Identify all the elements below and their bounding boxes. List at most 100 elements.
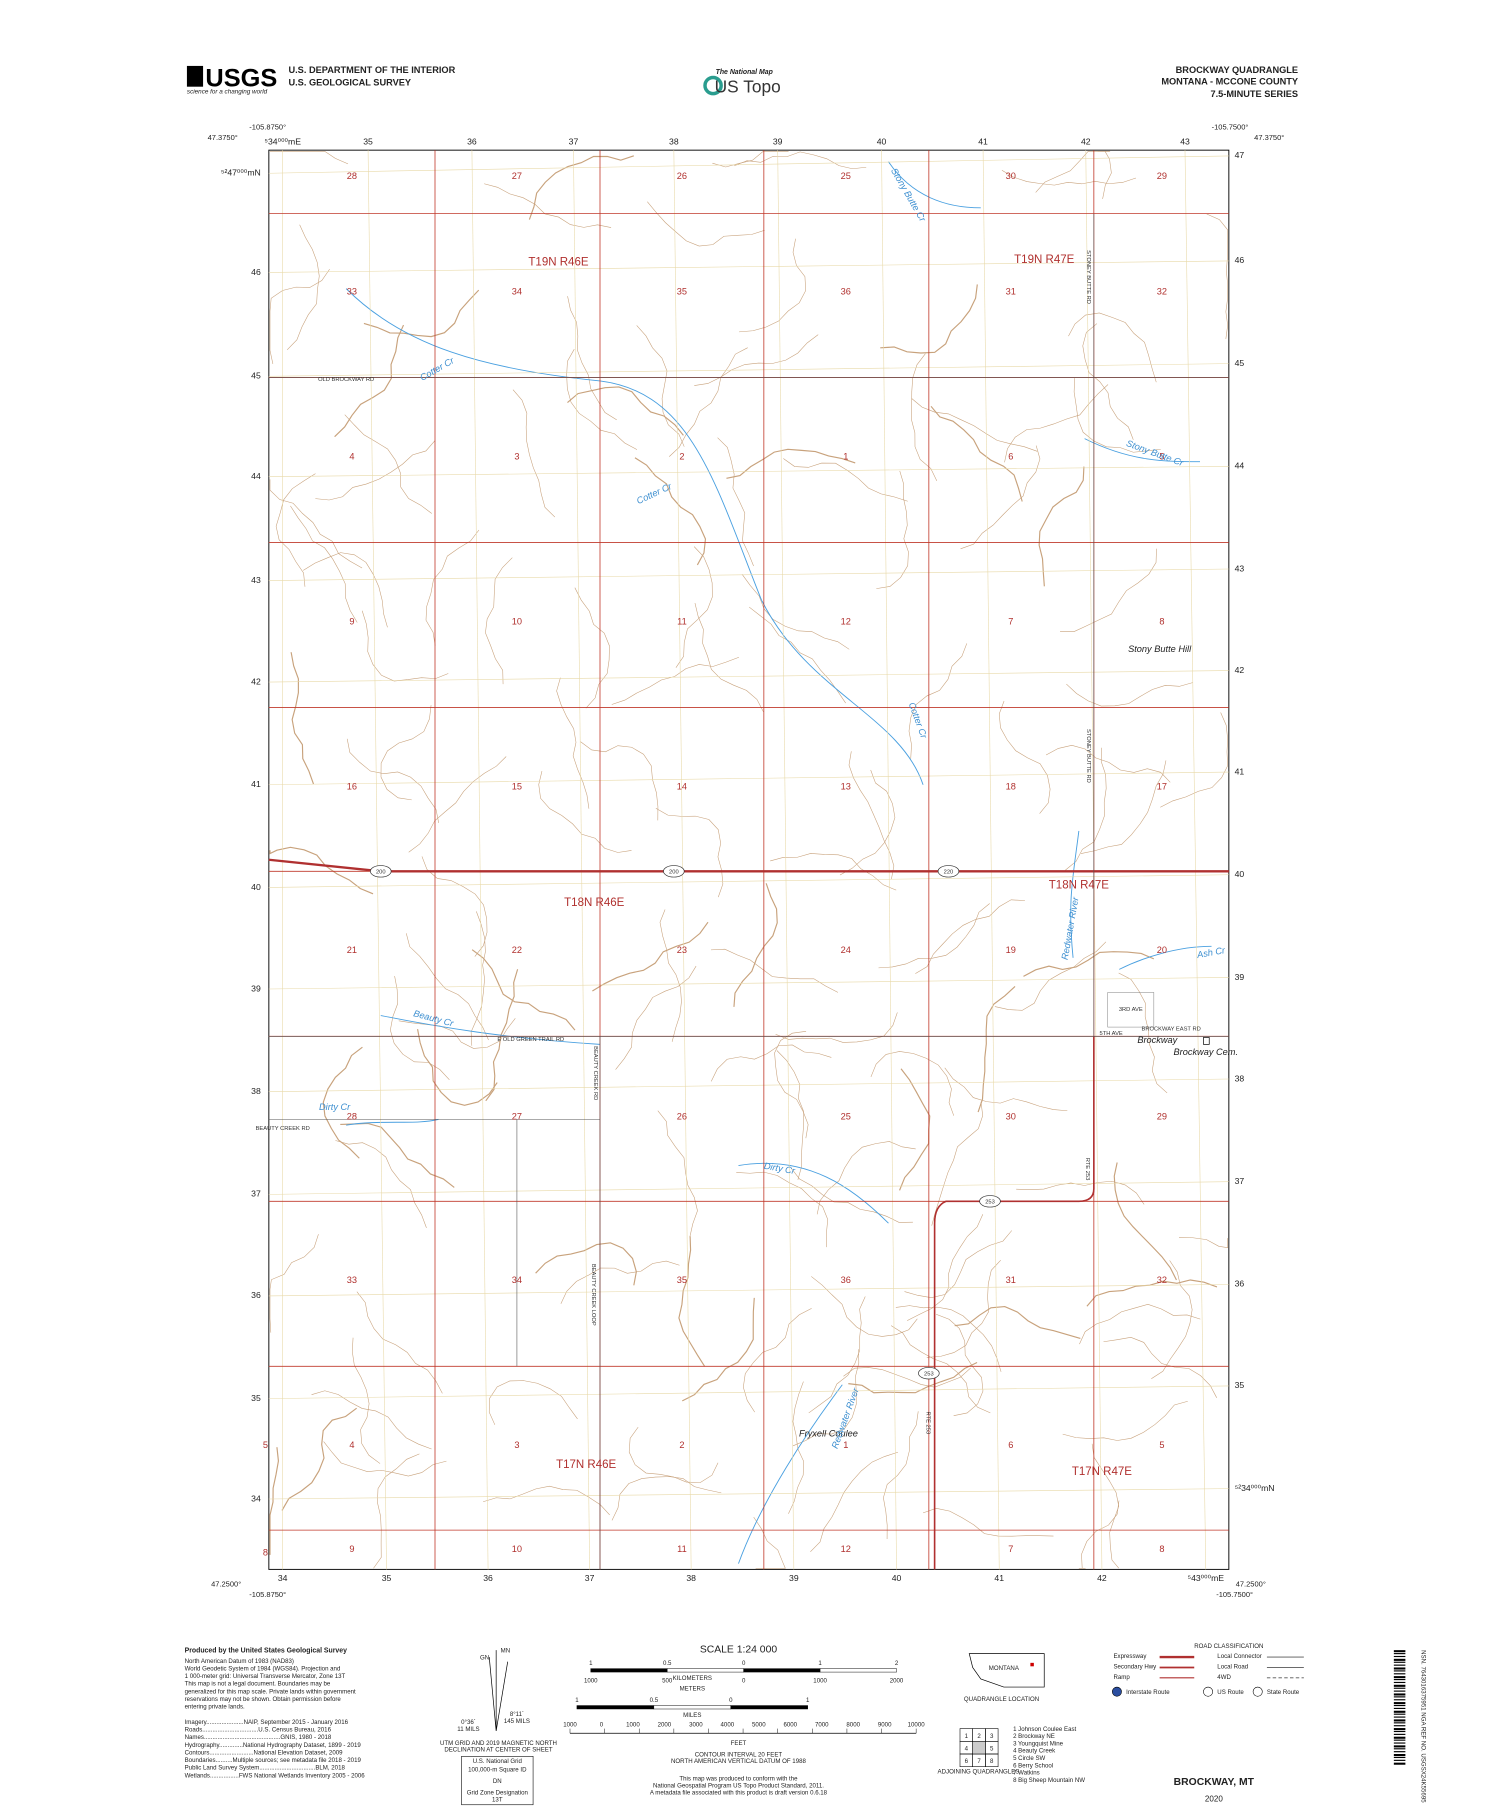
township-label: T19N R47E: [1014, 254, 1074, 266]
road-name: STONEY BUTTE RD: [1085, 250, 1091, 304]
contour-line: [512, 389, 556, 518]
legend-title: ROAD CLASSIFICATION: [1194, 1643, 1263, 1650]
scale-tick: 2000: [890, 1677, 904, 1684]
scale-tick: 0.5: [663, 1660, 672, 1667]
northing-label: 35: [1235, 1380, 1245, 1390]
contour-line: [931, 1101, 984, 1226]
quad-info: 7.5-MINUTE SERIES: [1210, 89, 1298, 99]
section-number: 8: [1159, 616, 1164, 626]
scale-segment: [666, 1668, 744, 1673]
northing-label: 38: [251, 1086, 261, 1096]
barcode-bar: [1393, 1759, 1406, 1761]
contour-line: [816, 1141, 916, 1215]
section-number: 28: [347, 171, 357, 181]
route-shield: [918, 1367, 940, 1380]
section-number: 2: [679, 1440, 684, 1450]
township-label: T17N R47E: [1072, 1466, 1132, 1478]
usgs-tagline: science for a changing world: [187, 89, 268, 96]
usng-box: [461, 1756, 534, 1806]
scale-segment: [576, 1705, 655, 1710]
declination-angle: 11 MILS: [457, 1726, 479, 1733]
northing-label: ⁵²34⁰⁰⁰mN: [1235, 1483, 1275, 1493]
source: Boundaries..........Multiple sources; se…: [185, 1757, 362, 1764]
barcode-bar: [1393, 1702, 1406, 1705]
source: Imagery......................NAIP, Septe…: [185, 1719, 349, 1726]
barcode-bar: [1393, 1658, 1406, 1661]
cemetery: [1203, 1037, 1210, 1045]
contour-line: [485, 557, 513, 685]
source: Hydrography..............National Hydrog…: [185, 1742, 362, 1749]
scale-tick: 0: [742, 1677, 746, 1684]
contour-line: [471, 949, 576, 1031]
stream: [345, 288, 924, 785]
northing-label: 43: [1235, 563, 1245, 573]
contour-line: [567, 386, 684, 436]
road-name: BEAUTY CREEK RD: [592, 1046, 598, 1100]
legend-item: State Route: [1267, 1689, 1300, 1696]
contour-line: [615, 965, 697, 1070]
northing-label: 43: [251, 575, 261, 585]
contour-note: NORTH AMERICAN VERTICAL DATUM OF 1988: [671, 1758, 806, 1765]
contour-line: [1178, 1237, 1228, 1249]
northing-label: 42: [1235, 665, 1245, 675]
note: This map is not a legal document. Bounda…: [185, 1681, 331, 1688]
scale-segment: [730, 1705, 808, 1710]
section-number: 7: [1008, 1544, 1013, 1554]
barcode-text: NSN. 7643016375951 NGA REF NO. USGSX24K5…: [1420, 1650, 1427, 1803]
section-number: 27: [512, 1111, 522, 1121]
legend-item: Interstate Route: [1126, 1689, 1170, 1696]
adjoining-number: 8: [990, 1758, 994, 1765]
source: Roads.................................U.…: [185, 1727, 332, 1734]
contour-line: [1160, 712, 1228, 808]
northing-label: 39: [251, 983, 261, 993]
contour-line: [878, 903, 990, 969]
locator-label: QUADRANGLE LOCATION: [964, 1696, 1039, 1703]
contour-line: [775, 1012, 898, 1043]
quad-info: BROCKWAY QUADRANGLE: [1176, 65, 1298, 75]
place-name: Brockway: [1137, 1035, 1178, 1045]
northing-label: ⁵²47⁰⁰⁰mN: [221, 168, 261, 178]
barcode-bar: [1393, 1725, 1406, 1727]
label: -105.7500°: [1216, 1590, 1253, 1599]
section-number: 6: [1008, 451, 1013, 461]
easting-label: 35: [363, 136, 373, 146]
utm-grid-line: [982, 150, 1000, 1570]
contour-line: [770, 853, 897, 891]
route-number: 200: [669, 870, 679, 876]
route-symbol: [1252, 1686, 1263, 1697]
stream: [1084, 438, 1201, 463]
barcode-bar: [1393, 1736, 1406, 1739]
adjoining-number: 7: [977, 1758, 981, 1765]
declination-angle: 145 MILS: [504, 1718, 530, 1725]
contour-line: [977, 986, 1016, 1113]
scale-tick: 6000: [783, 1721, 797, 1728]
barcode-bar: [1393, 1722, 1406, 1724]
northing-label: 45: [251, 371, 261, 381]
section-number: 6: [1008, 1440, 1013, 1450]
contour-line: [1004, 384, 1109, 463]
scale-tick: 10000: [908, 1721, 926, 1728]
route-number: 220: [944, 870, 954, 876]
northing-label: 39: [1235, 972, 1245, 982]
northing-label: 40: [1235, 869, 1245, 879]
contour-line: [922, 1508, 1054, 1537]
route-number: 253: [924, 1372, 934, 1378]
easting-label: 39: [773, 136, 783, 146]
adjoining-name: 8 Big Sheep Mountain NW: [1013, 1777, 1085, 1784]
contour-line: [373, 1453, 420, 1569]
contour-line: [743, 1308, 812, 1413]
section-number: 8: [263, 1548, 268, 1558]
barcode-bar: [1393, 1728, 1406, 1731]
contour-line: [960, 445, 1041, 550]
section-number: 21: [347, 945, 357, 955]
contour-line: [994, 941, 1107, 1011]
note: entering private lands.: [185, 1704, 245, 1711]
contour-line: [911, 398, 1038, 452]
road-name: BROCKWAY EAST RD: [1142, 1027, 1201, 1033]
easting-label: 34: [278, 1573, 288, 1583]
contour-line: [647, 201, 765, 247]
route-symbol: [1203, 1686, 1213, 1697]
section-number: 4: [349, 451, 354, 461]
section-number: 27: [512, 171, 522, 181]
scale-unit: METERS: [680, 1686, 705, 1693]
